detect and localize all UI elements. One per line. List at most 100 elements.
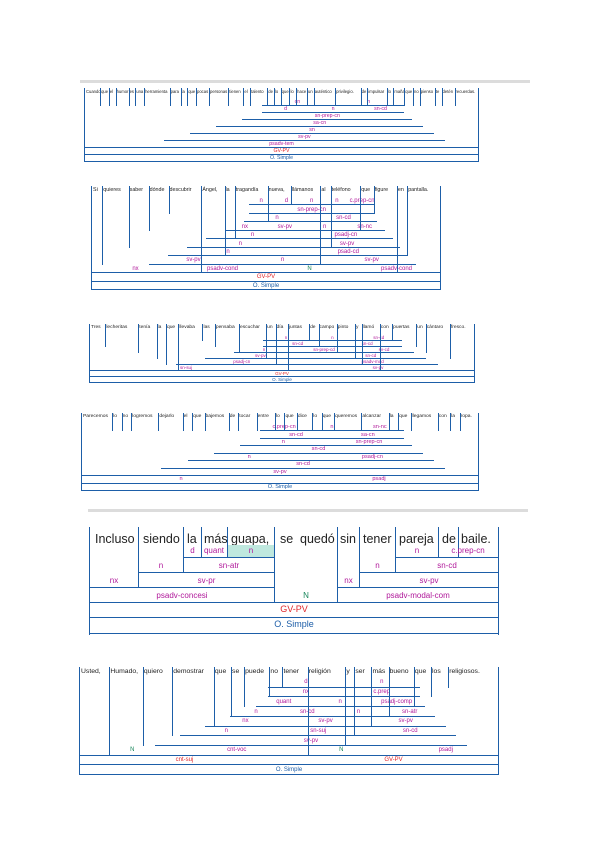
word-divider	[360, 186, 362, 231]
word-divider	[441, 88, 443, 106]
word: dónde	[149, 187, 165, 193]
node-label: sn-cd	[296, 461, 310, 468]
node-label: sv-pv	[277, 223, 292, 230]
word-divider	[437, 413, 439, 432]
word-divider	[282, 667, 284, 688]
row-line	[183, 557, 274, 558]
node-label: nx	[241, 223, 248, 230]
row-line	[189, 133, 435, 134]
label-c-prep-cn: c.prep-cn	[451, 546, 485, 555]
word-divider	[202, 324, 204, 341]
word: Incluso	[95, 532, 135, 546]
word: que	[214, 668, 227, 675]
node-label: c.prep	[373, 689, 391, 696]
row-line	[261, 112, 405, 113]
node-label: GV-PV	[273, 148, 290, 155]
row-line	[248, 204, 375, 206]
word-divider	[396, 186, 398, 274]
row-line	[82, 475, 478, 477]
node-label: sn-suj	[179, 364, 192, 370]
word: la	[157, 325, 162, 330]
word: bueno	[389, 668, 409, 675]
word: llamó	[362, 325, 375, 330]
row-line	[90, 382, 474, 383]
node-label: psad-cd	[337, 248, 359, 255]
node-label: n	[254, 708, 258, 715]
word: impulsar	[368, 89, 385, 94]
word-divider	[148, 186, 150, 231]
word-divider	[289, 88, 291, 106]
word-divider	[138, 527, 139, 587]
word-divider	[182, 413, 184, 432]
row-line	[395, 557, 498, 558]
row-line	[260, 437, 404, 439]
node-label: N	[307, 265, 312, 272]
node-label: n	[238, 240, 242, 247]
word-divider	[224, 186, 226, 257]
word-divider	[355, 324, 357, 359]
word-divider	[296, 88, 298, 106]
word: más	[204, 532, 228, 546]
word: puertas	[393, 325, 410, 330]
word-divider	[318, 324, 320, 347]
node-label: sn-cd	[356, 335, 402, 341]
nucleus-highlight	[228, 545, 274, 558]
word: recuerdas.	[455, 89, 476, 94]
word-divider	[274, 527, 275, 602]
label-psadv-modal-com: psadv-modal-com	[386, 591, 450, 600]
word-divider	[334, 413, 336, 432]
word: ropa.	[460, 414, 472, 419]
word: es	[129, 89, 134, 94]
node-label: n	[284, 334, 288, 340]
node-label: O. Simple	[269, 155, 294, 162]
word-divider	[407, 186, 409, 257]
node-label: c.prep-cn	[349, 198, 375, 205]
node-label: cnt-suj	[175, 757, 194, 764]
word: Ángel,	[202, 187, 218, 193]
word-divider	[108, 88, 110, 106]
node-label: n	[330, 424, 334, 431]
word: tragandía	[235, 187, 259, 193]
word: lo	[275, 414, 280, 419]
word: quiero	[143, 668, 163, 675]
word: y	[346, 668, 350, 675]
node-label: sn-cd	[282, 709, 333, 715]
word-divider	[335, 88, 337, 106]
word-divider	[307, 667, 309, 756]
label-nx: nx	[344, 576, 353, 585]
word-divider	[313, 88, 315, 106]
word-divider	[267, 88, 269, 106]
node-label: d	[284, 106, 288, 113]
word-divider	[449, 324, 451, 359]
row-line	[255, 706, 425, 708]
node-label: sn-cd	[365, 352, 377, 358]
word: logremos	[132, 414, 153, 419]
word-divider	[273, 88, 275, 106]
row-line	[260, 430, 404, 432]
row-line	[92, 272, 440, 274]
word-divider	[100, 88, 102, 106]
label-gv-pv: GV-PV	[280, 604, 308, 614]
label-d: d	[190, 546, 195, 555]
word-divider	[321, 413, 323, 432]
word: de	[361, 89, 367, 94]
word: te	[435, 89, 440, 94]
word-divider	[438, 527, 439, 557]
node-label: d	[284, 198, 289, 205]
word-divider	[158, 413, 160, 432]
word-divider	[156, 324, 158, 359]
word-divider	[178, 324, 180, 371]
word-divider	[458, 527, 459, 557]
node-label: sn-cd	[402, 727, 418, 734]
word-divider	[360, 88, 362, 106]
word: Usted,	[81, 668, 101, 675]
word: los	[432, 668, 441, 675]
sentence-diagram-2: Si quieres saber dónde descubrir Ángel, la trag…	[91, 186, 441, 290]
word: teléfono	[331, 187, 351, 193]
row-line	[186, 246, 401, 248]
row-line	[262, 346, 402, 347]
node-label: sv-pv	[186, 257, 201, 264]
word: pocas	[197, 89, 209, 94]
word-divider	[231, 667, 233, 717]
node-label: sv-pv	[372, 364, 384, 370]
